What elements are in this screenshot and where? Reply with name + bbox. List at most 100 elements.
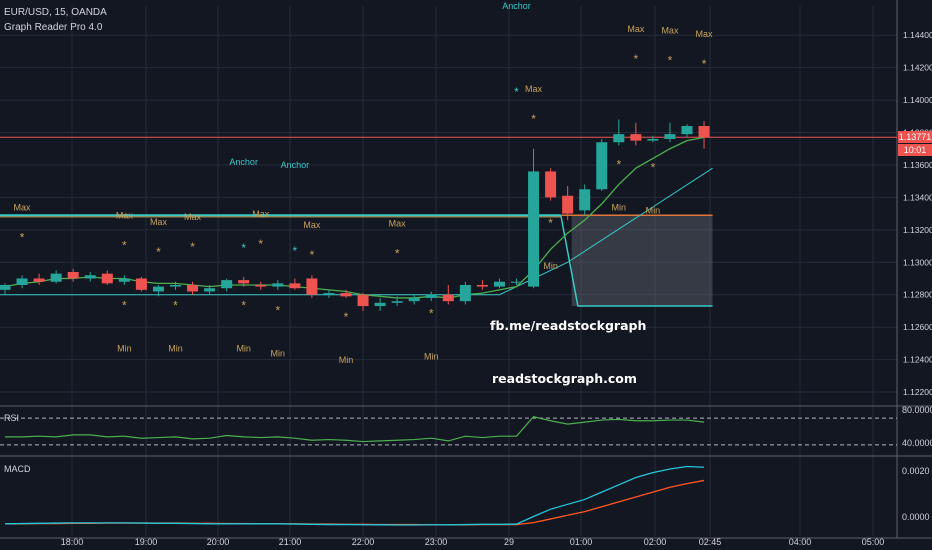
x-tick-label: 04:00 <box>789 537 812 547</box>
anchor-label: Anchor <box>502 1 531 11</box>
candle-body <box>442 294 454 302</box>
min-star-icon: * <box>241 298 246 312</box>
candle-body <box>101 273 113 284</box>
max-star-icon: * <box>668 54 673 68</box>
max-star-icon: * <box>634 52 639 66</box>
rsi-level-80: 80.0000 <box>902 405 932 415</box>
y-tick-label: 1.14200 <box>903 63 932 73</box>
min-label: Min <box>646 206 661 216</box>
max-star-icon: * <box>702 57 707 71</box>
candle-body <box>613 134 625 143</box>
min-star-icon: * <box>173 298 178 312</box>
min-label: Min <box>168 343 183 353</box>
y-tick-label: 1.12200 <box>903 387 932 397</box>
last-price-value: 1.13771 <box>898 132 932 143</box>
max-label: Max <box>696 29 714 39</box>
min-label: Min <box>339 355 354 365</box>
min-star-icon: * <box>275 303 280 317</box>
max-star-icon: * <box>122 238 127 252</box>
candle-body <box>84 275 96 279</box>
x-tick-label: 20:00 <box>207 537 230 547</box>
y-tick-label: 1.12600 <box>903 322 932 332</box>
macd-level-0020: 0.0020 <box>902 466 930 476</box>
min-star-icon: * <box>344 310 349 324</box>
candle-body <box>67 272 79 279</box>
max-label: Max <box>525 84 543 94</box>
candle-body <box>135 278 147 290</box>
candle-body <box>187 284 199 292</box>
max-label: Max <box>14 202 32 212</box>
symbol-title: EUR/USD, 15, OANDA <box>4 7 107 18</box>
candle-body <box>562 195 574 214</box>
y-tick-label: 1.14000 <box>903 95 932 105</box>
candle-body <box>204 288 216 292</box>
candle-body <box>528 171 540 287</box>
y-tick-label: 1.13600 <box>903 160 932 170</box>
candle-body <box>16 278 28 285</box>
projection-box <box>571 215 713 307</box>
candle-body <box>579 189 591 211</box>
min-star-icon: * <box>429 307 434 321</box>
candle-body <box>152 286 164 292</box>
candle-body <box>511 281 522 283</box>
max-star-icon: * <box>258 237 263 251</box>
y-tick-label: 1.12800 <box>903 290 932 300</box>
candle-body <box>459 284 471 302</box>
candle-body <box>306 278 318 295</box>
min-label: Min <box>236 343 251 353</box>
candle-body <box>664 134 676 139</box>
max-star-icon: * <box>20 230 25 244</box>
candle-body <box>647 139 659 141</box>
candle-body <box>545 171 557 198</box>
candle-body <box>596 142 608 190</box>
candle-body <box>0 284 11 290</box>
candle-body <box>425 294 437 298</box>
candle-body <box>289 283 301 289</box>
min-star-icon: * <box>616 157 621 171</box>
facebook-watermark: fb.me/readstockgraph <box>490 318 647 333</box>
x-tick-label: 22:00 <box>352 537 375 547</box>
max-star-icon: * <box>190 240 195 254</box>
x-tick-label: 29 <box>504 537 514 547</box>
macd-line <box>4 465 705 526</box>
candle-body <box>170 284 181 287</box>
max-label: Max <box>661 26 679 36</box>
anchor-label: Anchor <box>229 157 258 167</box>
bar-countdown-value: 10:01 <box>903 145 927 156</box>
candle-body <box>357 294 369 307</box>
x-tick-label: 23:00 <box>425 537 448 547</box>
x-tick-label: 18:00 <box>61 537 84 547</box>
min-star-icon: * <box>548 216 553 230</box>
anchor-star-icon: * <box>514 85 519 99</box>
x-tick-label: 19:00 <box>135 537 158 547</box>
x-tick-label: 05:00 <box>862 537 885 547</box>
candle-body <box>681 126 693 135</box>
max-label: Max <box>184 212 202 222</box>
max-star-icon: * <box>310 248 315 262</box>
candle-body <box>238 280 250 284</box>
indicator-title: Graph Reader Pro 4.0 <box>4 22 103 33</box>
candle-body <box>33 278 45 282</box>
min-label: Min <box>117 343 132 353</box>
x-tick-label: 01:00 <box>570 537 593 547</box>
candle-body <box>493 281 505 287</box>
min-label: Min <box>271 348 286 358</box>
candle-body <box>323 293 335 295</box>
anchor-star-icon: * <box>241 241 246 255</box>
candle-body <box>118 278 130 282</box>
max-star-icon: * <box>395 247 400 261</box>
min-star-icon: * <box>651 161 656 175</box>
min-star-icon: * <box>122 298 127 312</box>
min-label: Min <box>543 261 558 271</box>
candle-body <box>630 134 642 141</box>
candle-body <box>374 302 386 307</box>
bar-countdown-tag: 10:01 <box>898 144 932 157</box>
candle-body <box>391 301 403 303</box>
candle-body <box>50 273 62 282</box>
website-watermark: readstockgraph.com <box>492 371 637 386</box>
max-label: Max <box>116 210 134 220</box>
y-tick-label: 1.13000 <box>903 257 932 267</box>
candle-body <box>272 283 284 287</box>
rsi-line <box>5 416 705 443</box>
